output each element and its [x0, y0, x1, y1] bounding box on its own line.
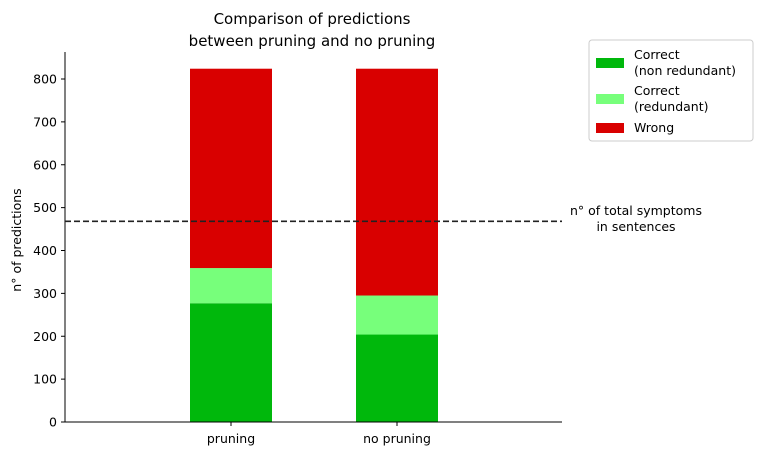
y-tick-label: 0 — [49, 415, 57, 430]
chart-title-line-1: Comparison of predictions — [214, 10, 411, 28]
y-tick-label: 500 — [33, 200, 57, 215]
y-tick-label: 200 — [33, 329, 57, 344]
y-tick-label: 600 — [33, 157, 57, 172]
legend-swatch-1 — [596, 58, 624, 68]
y-axis-label: n° of predictions — [9, 188, 24, 291]
legend-label-1: Correct (non redundant) — [634, 47, 736, 78]
bar-segment-2-2 — [356, 295, 438, 335]
annotation-line-1: n° of total symptoms — [570, 203, 702, 218]
x-axis-ticks: pruning no pruning — [207, 422, 431, 446]
total-symptoms-annotation: n° of total symptoms in sentences — [570, 203, 702, 234]
y-tick-label: 400 — [33, 243, 57, 258]
bar-segment-1-2 — [356, 334, 438, 422]
x-tick-label: pruning — [207, 431, 255, 446]
chart-title-line-2: between pruning and no pruning — [189, 32, 436, 50]
legend-swatch-2 — [596, 94, 624, 104]
y-tick-label: 300 — [33, 286, 57, 301]
x-tick-label: no pruning — [363, 431, 431, 446]
bar-segment-2-1 — [190, 268, 272, 304]
y-axis-ticks: 0 100 200 300 400 500 600 700 800 — [33, 72, 65, 430]
y-tick-label: 100 — [33, 372, 57, 387]
bar-segment-3-1 — [190, 68, 272, 269]
legend-label-3: Wrong — [634, 120, 674, 135]
bar-segment-3-2 — [356, 68, 438, 296]
annotation-line-2: in sentences — [596, 219, 675, 234]
legend-label-2: Correct (redundant) — [634, 83, 709, 114]
legend-frame — [588, 39, 754, 142]
y-tick-label: 800 — [33, 72, 57, 87]
legend: Correct (non redundant) Correct (redundant)… — [588, 39, 754, 142]
chart-title: Comparison of predictions between prunin… — [189, 10, 436, 50]
bars-group — [190, 68, 438, 422]
y-tick-label: 700 — [33, 114, 57, 129]
legend-swatch-3 — [596, 123, 624, 133]
bar-segment-1-1 — [190, 303, 272, 422]
